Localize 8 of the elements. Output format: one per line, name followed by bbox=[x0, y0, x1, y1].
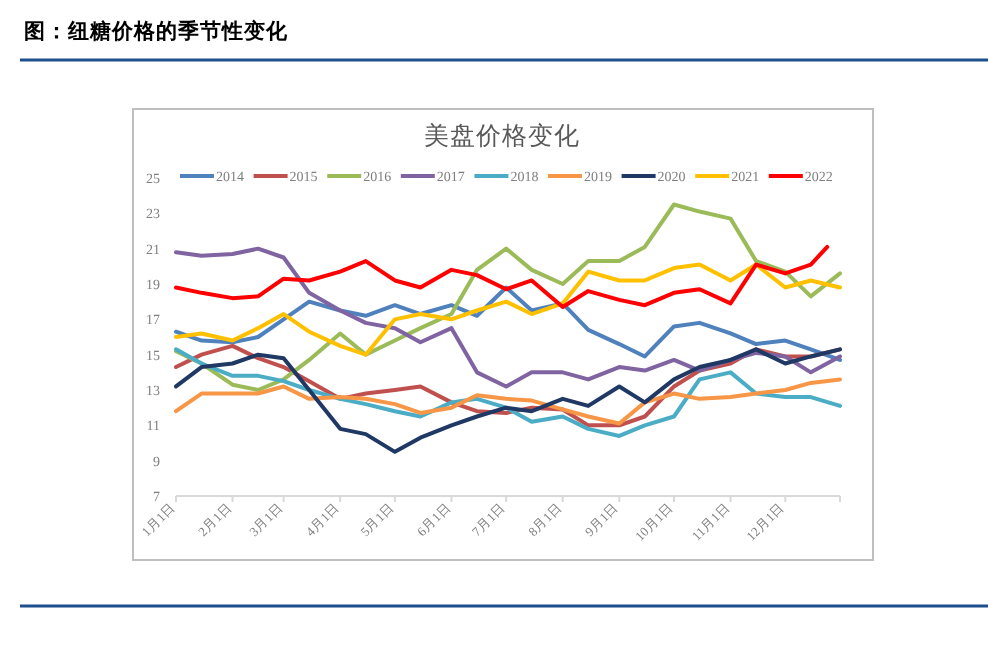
line-series bbox=[174, 202, 842, 392]
line-series bbox=[174, 262, 842, 357]
line-series bbox=[174, 377, 842, 426]
line-series bbox=[174, 244, 830, 309]
line-series bbox=[174, 285, 842, 362]
line-series bbox=[174, 246, 842, 389]
chart-subtitle: 美盘价格变化 bbox=[424, 120, 580, 150]
chart-title: 图：纽糖价格的季节性变化 bbox=[24, 18, 290, 44]
